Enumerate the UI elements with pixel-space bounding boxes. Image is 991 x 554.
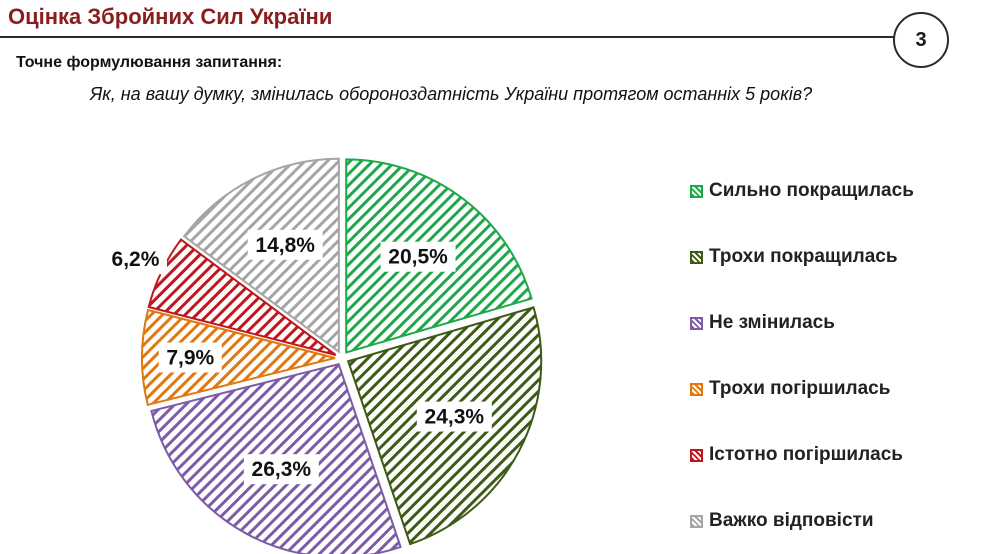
pie-data-label: 26,3% [252,458,312,481]
pie-data-label: 20,5% [388,246,448,269]
legend-swatch [690,514,703,528]
page-title: Оцінка Збройних Сил України [8,4,333,29]
header-rule [0,36,902,38]
page-number-badge: 3 [893,12,949,68]
legend-item: Істотно погіршилась [690,444,914,466]
chart-legend: Сильно покращилась Трохи покращилась Не зм… [690,180,914,532]
pie-label-background [247,229,323,260]
pie-label-background [158,342,222,373]
pie-slice-4 [141,308,336,407]
legend-label: Трохи покращилась [709,246,898,267]
legend-item: Трохи покращилась [690,246,914,268]
pie-label-background [243,454,319,485]
legend-item: Сильно покращилась [690,180,914,202]
pie-data-label: 14,8% [255,234,315,257]
pie-label-background [416,401,492,432]
pie-data-label: 7,9% [166,347,214,370]
pie-data-label: 6,2% [112,248,160,271]
legend-item: Трохи погіршилась [690,378,914,400]
question-text: Як, на вашу думку, змінилась обороноздат… [90,84,813,104]
legend-swatch [690,250,703,264]
legend-swatch [690,448,703,462]
pie-label-background [380,241,456,272]
legend-item: Важко відповісти [690,510,914,532]
pie-data-label: 24,3% [425,406,485,429]
legend-label: Важко відповісти [709,510,874,531]
legend-swatch [690,316,703,330]
legend-swatch [690,382,703,396]
pie-label-background [103,244,167,275]
legend-swatch [690,184,703,198]
legend-label: Трохи погіршилась [709,378,891,399]
legend-label: Сильно покращилась [709,180,914,201]
legend-item: Не змінилась [690,312,914,334]
question-heading: Точне формулювання запитання: [16,54,283,71]
legend-label: Істотно погіршилась [709,444,903,465]
legend-label: Не змінилась [709,312,835,333]
